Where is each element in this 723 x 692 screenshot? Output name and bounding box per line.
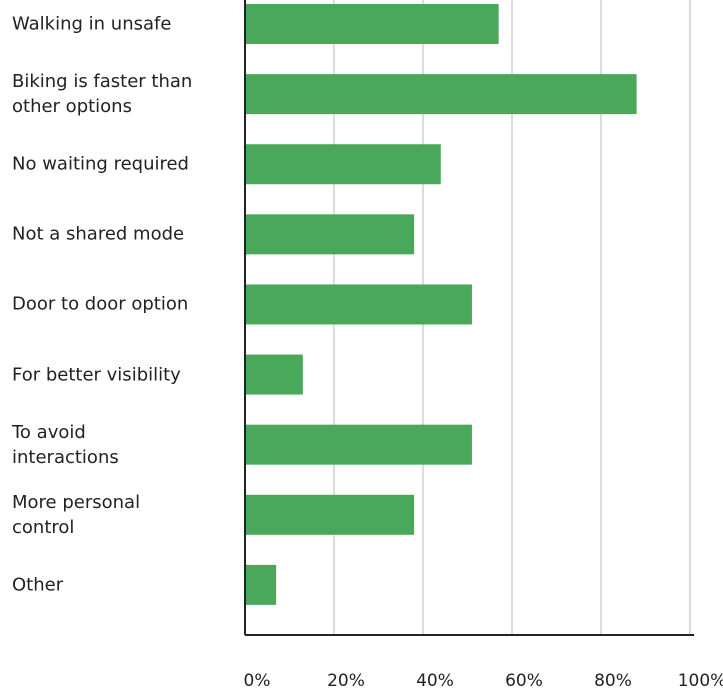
y-tick-label: More personal control: [12, 491, 141, 538]
x-tick-label: 100%: [677, 671, 723, 691]
bar: [245, 424, 472, 465]
bar: [245, 4, 499, 44]
bar: [245, 144, 441, 185]
y-tick-label: For better visibility: [12, 364, 181, 386]
y-tick-label: Walking in unsafe: [12, 13, 172, 35]
x-tick-label: 0%: [243, 671, 271, 691]
x-tick-label: 60%: [505, 671, 543, 691]
bar: [245, 214, 415, 255]
y-tick-label: Other: [12, 574, 64, 596]
x-tick-label: 80%: [594, 671, 632, 691]
y-tick-label: No waiting required: [12, 153, 189, 175]
x-tick-label: 20%: [327, 671, 365, 691]
y-tick-label: To avoid interactions: [12, 421, 119, 468]
bar: [245, 284, 472, 325]
bar: [245, 74, 637, 115]
bar: [245, 354, 303, 395]
bar: [245, 494, 415, 535]
y-tick-label: Door to door option: [12, 293, 189, 315]
x-tick-label: 40%: [416, 671, 454, 691]
y-tick-label: Not a shared mode: [12, 223, 185, 245]
bar: [245, 564, 277, 605]
y-tick-label: Biking is faster than other options: [12, 71, 193, 118]
